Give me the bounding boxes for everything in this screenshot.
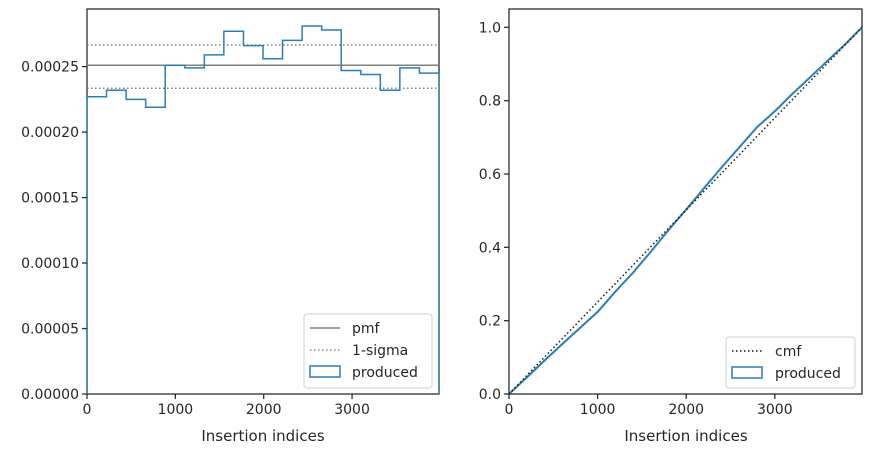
legend-produced-label-right: produced <box>775 366 841 382</box>
y-tick-label: 0.00000 <box>21 387 79 403</box>
y-tick-label: 0.00005 <box>21 322 79 338</box>
x-tick-label: 3000 <box>334 402 370 418</box>
x-tick-label: 1000 <box>158 402 194 418</box>
y-tick-label: 0.0 <box>479 387 501 403</box>
x-tick-label: 3000 <box>757 402 793 418</box>
produced-cumulative-line <box>508 26 863 395</box>
cumulative-x-axis-label: Insertion indices <box>624 427 747 445</box>
legend-produced-swatch-right <box>731 366 763 379</box>
legend-produced-label: produced <box>352 365 418 381</box>
x-tick-label: 1000 <box>580 402 616 418</box>
histogram-legend: pmf 1-sigma produced <box>303 313 433 389</box>
y-tick-label: 0.2 <box>479 314 501 330</box>
cumulative-legend: cmf produced <box>725 336 856 389</box>
y-tick-label: 0.00010 <box>21 256 79 272</box>
legend-produced-swatch <box>309 365 341 378</box>
y-tick-label: 0.4 <box>479 240 501 256</box>
x-tick-label: 0 <box>505 402 514 418</box>
y-tick-label: 1.0 <box>479 20 501 36</box>
y-tick-label: 0.00020 <box>21 125 79 141</box>
produced-histogram <box>86 25 440 394</box>
histogram-panel: 0 1000 2000 3000 0.000000.000050.000100.000… <box>21 8 440 445</box>
y-tick-label: 0.8 <box>479 94 501 110</box>
legend-cmf-label: cmf <box>775 344 802 360</box>
histogram-x-ticks: 0 1000 2000 3000 <box>83 394 370 418</box>
histogram-y-ticks: 0.00000 0.00005 0.00010 0.00015 0.00020 0.000… <box>21 60 87 403</box>
y-tick-label: 0.00025 <box>21 60 79 76</box>
cmf-line <box>508 26 863 395</box>
y-tick-label: 0.00015 <box>21 191 79 207</box>
x-tick-label: 2000 <box>668 402 704 418</box>
histogram-legend-box <box>303 313 433 389</box>
legend-pmf-label: pmf <box>352 321 381 337</box>
cumulative-panel: 0 1000 2000 3000 0.0 0.2 0.4 0.6 0.8 1.0 Inserti… <box>479 8 863 445</box>
cumulative-plot-frame <box>508 8 863 395</box>
cumulative-series <box>508 26 863 395</box>
x-tick-label: 0 <box>83 402 92 418</box>
cumulative-x-ticks: 0 1000 2000 3000 <box>505 394 793 418</box>
histogram-x-axis-label: Insertion indices <box>201 427 324 445</box>
histogram-series <box>86 25 440 394</box>
cumulative-y-ticks: 0.0 0.2 0.4 0.6 0.8 1.0 <box>479 20 509 403</box>
cumulative-legend-box <box>725 336 856 389</box>
legend-sigma-label: 1-sigma <box>352 343 408 359</box>
y-tick-label: 0.6 <box>479 167 501 183</box>
x-tick-label: 2000 <box>246 402 282 418</box>
